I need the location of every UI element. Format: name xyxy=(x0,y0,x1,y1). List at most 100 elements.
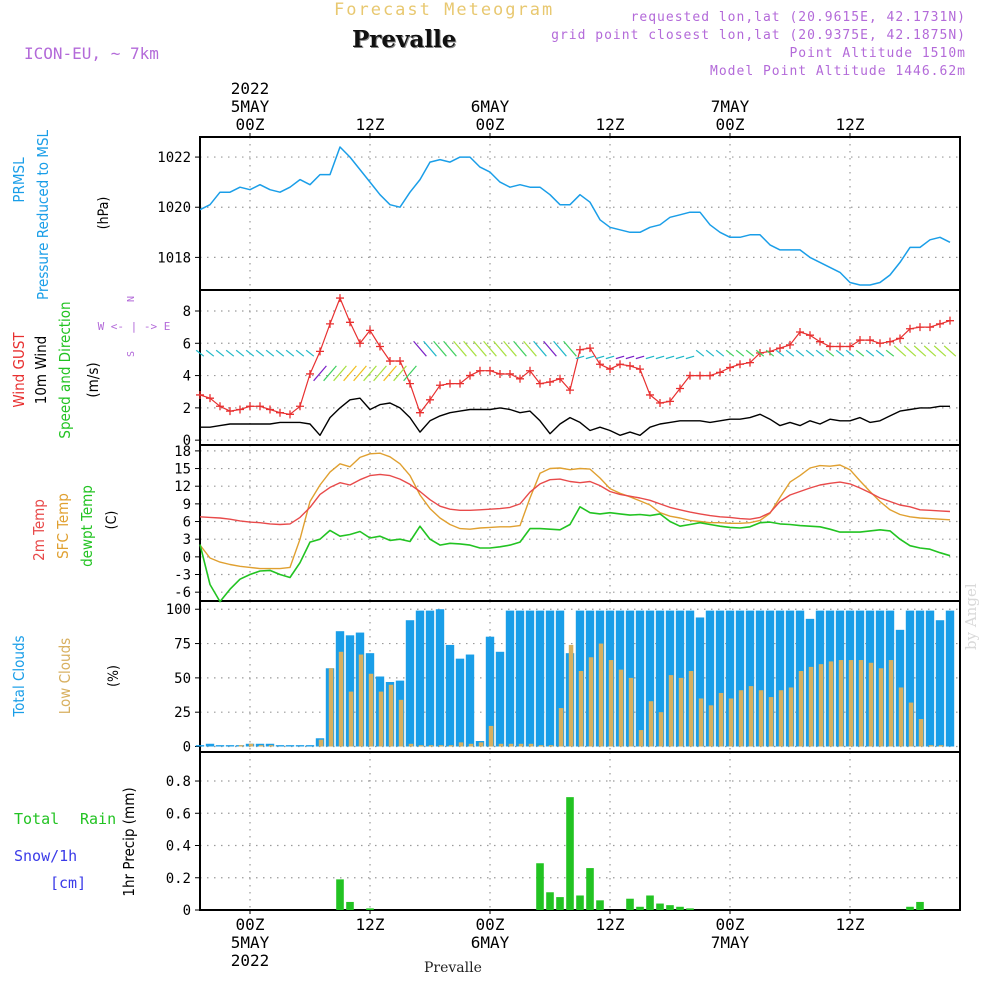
low-clouds-bar xyxy=(568,644,574,747)
series-prmsl-line xyxy=(199,146,951,286)
y-tick-label: -3 xyxy=(174,568,191,584)
wind-direction-arrow xyxy=(913,345,927,357)
rain-bar xyxy=(916,901,924,910)
gust-marker xyxy=(656,399,664,408)
bottom-time-label: 00Z xyxy=(476,915,505,934)
low-clouds-axis-title: Low Clouds xyxy=(56,638,74,714)
wind-direction-arrow xyxy=(295,349,305,357)
precip-frame xyxy=(199,751,961,911)
wind-direction-arrow xyxy=(685,355,695,360)
top-time-label: 12Z xyxy=(596,115,625,134)
total-clouds-bar xyxy=(775,610,785,747)
rain-bar xyxy=(636,906,644,910)
wind-direction-arrow xyxy=(215,349,225,357)
top-time-label: 00Z xyxy=(476,115,505,134)
gust-marker xyxy=(916,323,924,332)
pressure-axis-subtitle: Pressure Reduced to MSL xyxy=(34,129,52,300)
series-sfc-temp-line xyxy=(199,452,951,570)
top-time-label: 12Z xyxy=(836,115,865,134)
low-clouds-bar xyxy=(578,671,584,747)
low-clouds-bar xyxy=(488,725,494,747)
gust-marker xyxy=(816,337,824,346)
low-clouds-bar xyxy=(848,660,854,747)
y-tick-label: -6 xyxy=(174,585,191,601)
low-clouds-bar xyxy=(358,654,364,747)
total-clouds-bar xyxy=(285,745,295,747)
gust-marker xyxy=(826,342,834,351)
gust-marker xyxy=(516,374,524,383)
clouds-unit: (%) xyxy=(106,665,122,687)
total-clouds-bar xyxy=(415,610,425,747)
total-clouds-bar xyxy=(635,610,645,747)
total-clouds-bar xyxy=(405,620,415,747)
forecast-title: Forecast Meteogram xyxy=(334,0,555,20)
low-clouds-bar xyxy=(618,669,624,747)
gust-marker xyxy=(266,405,274,414)
total-clouds-bar xyxy=(715,610,725,747)
wind-direction-arrow xyxy=(625,355,635,360)
wind-direction-arrow xyxy=(343,365,357,382)
low-clouds-bar xyxy=(268,745,274,747)
gust-marker xyxy=(276,408,284,417)
gust-marker xyxy=(886,337,894,346)
wind-direction-arrow xyxy=(285,349,295,357)
wind-direction-arrow xyxy=(665,355,675,360)
wind-direction-arrow xyxy=(615,355,625,360)
gust-marker xyxy=(556,374,564,383)
total-clouds-bar xyxy=(435,609,445,747)
series-wind-gust-line xyxy=(199,297,951,415)
requested-coordinates: requested lon,lat (20.9615E, 42.1731N) xyxy=(630,10,966,25)
gust-marker xyxy=(566,386,574,395)
gust-marker xyxy=(626,361,634,370)
wind-direction-arrow xyxy=(563,340,577,357)
total-clouds-bar xyxy=(345,635,355,747)
y-tick-label: 9 xyxy=(183,497,191,513)
wind-direction-arrow xyxy=(323,365,337,382)
low-clouds-bar xyxy=(428,745,434,747)
low-clouds-bar xyxy=(548,745,554,747)
low-clouds-bar xyxy=(698,698,704,747)
total-clouds-bar xyxy=(725,610,735,747)
y-tick-label: 50 xyxy=(174,671,191,687)
low-clouds-bar xyxy=(668,675,674,747)
gust-marker xyxy=(426,395,434,404)
low-clouds-bar xyxy=(318,739,324,747)
wind-direction-arrow xyxy=(393,365,407,382)
total-clouds-bar xyxy=(205,743,215,747)
rain-bar xyxy=(596,900,604,910)
gust-marker xyxy=(906,324,914,333)
low-clouds-bar xyxy=(808,666,814,747)
bottom-time-label: 12Z xyxy=(596,915,625,934)
gust-marker xyxy=(446,379,454,388)
top-time-label: 2022 xyxy=(231,79,270,98)
gust-marker xyxy=(616,360,624,369)
rain-bar xyxy=(546,892,554,910)
gust-marker xyxy=(836,342,844,351)
low-clouds-bar xyxy=(448,745,454,747)
low-clouds-bar xyxy=(598,643,604,747)
low-clouds-bar xyxy=(588,657,594,747)
low-clouds-bar xyxy=(728,698,734,747)
top-time-label: 00Z xyxy=(716,115,745,134)
rain-bar xyxy=(656,903,664,910)
wind-direction-arrow xyxy=(725,349,735,357)
low-clouds-bar xyxy=(518,743,524,747)
total-clouds-bar xyxy=(695,617,705,747)
top-time-label: 6MAY xyxy=(471,97,510,116)
gust-marker xyxy=(376,342,384,351)
low-clouds-bar xyxy=(238,745,244,747)
y-tick-label: 0 xyxy=(183,433,191,449)
gust-marker xyxy=(796,327,804,336)
series-10m-wind-line xyxy=(200,397,950,436)
total-clouds-bar xyxy=(495,651,505,747)
wind-panel: 0 2 4 6 8 xyxy=(183,289,961,449)
total-clouds-bar xyxy=(745,610,755,747)
top-time-label: 00Z xyxy=(236,115,265,134)
wind-direction-arrow xyxy=(645,355,655,360)
footer-station: Prevalle xyxy=(424,960,482,976)
low-clouds-bar xyxy=(798,671,804,747)
gust-marker xyxy=(256,402,264,411)
total-clouds-bar xyxy=(295,745,305,747)
rain-bar xyxy=(646,895,654,910)
gust-marker xyxy=(296,402,304,411)
